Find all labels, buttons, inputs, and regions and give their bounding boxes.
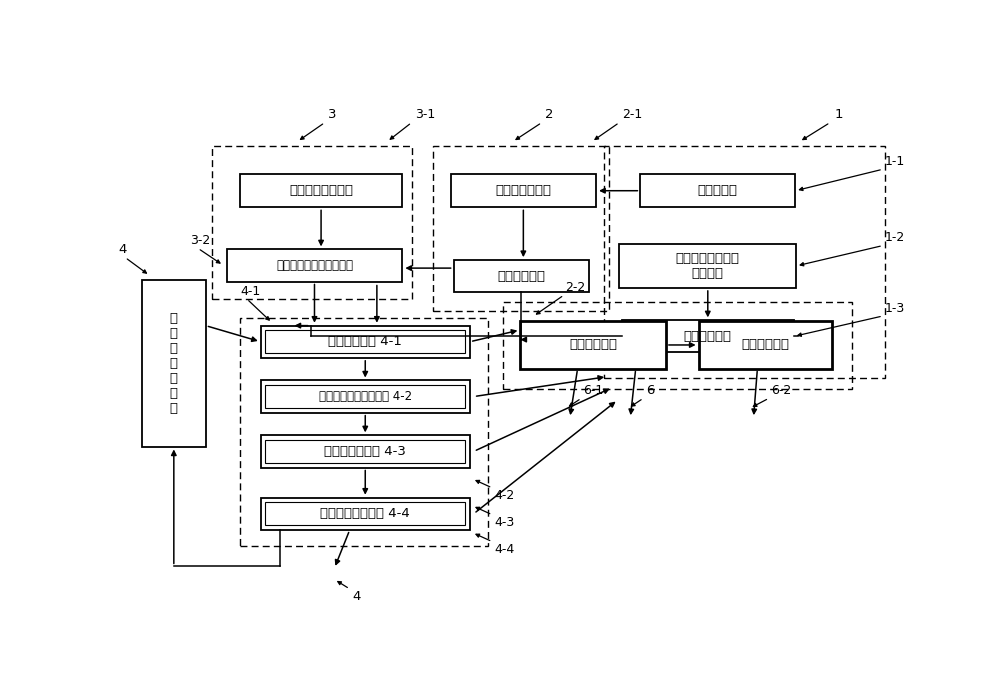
FancyBboxPatch shape [265,440,465,463]
FancyBboxPatch shape [619,244,796,288]
Text: 运动约束单元: 运动约束单元 [684,330,732,343]
Text: 改进的质点弹簧建模单元: 改进的质点弹簧建模单元 [276,259,353,272]
FancyBboxPatch shape [261,436,470,468]
Text: 2-2: 2-2 [566,281,586,294]
Text: 3-1: 3-1 [415,108,435,121]
Text: 4-1: 4-1 [240,285,261,297]
Text: 反馈力计算单元 4-3: 反馈力计算单元 4-3 [324,445,406,458]
Text: 质点位移变化计算单元 4-2: 质点位移变化计算单元 4-2 [319,390,412,403]
Text: 4-4: 4-4 [495,543,515,556]
FancyBboxPatch shape [261,498,470,530]
FancyBboxPatch shape [454,260,589,292]
Text: 图像预处理单元: 图像预处理单元 [495,184,551,198]
Text: 分区网格划分单元: 分区网格划分单元 [289,184,353,198]
Text: 1-2: 1-2 [885,232,905,244]
FancyBboxPatch shape [240,174,402,207]
Text: 6: 6 [646,384,654,397]
Text: 影像数据库: 影像数据库 [698,184,738,198]
Text: 1-3: 1-3 [885,302,905,315]
FancyBboxPatch shape [265,330,465,353]
FancyBboxPatch shape [142,280,206,447]
FancyBboxPatch shape [698,321,832,369]
Text: 3: 3 [328,108,337,121]
Text: 4: 4 [119,244,127,256]
Text: 三维重建单元: 三维重建单元 [497,269,545,283]
FancyBboxPatch shape [265,385,465,408]
Text: 6-2: 6-2 [771,384,792,397]
FancyBboxPatch shape [261,380,470,413]
Text: 4-2: 4-2 [495,489,515,502]
Text: 3-2: 3-2 [190,234,210,247]
FancyBboxPatch shape [622,320,794,352]
Text: 图形渲染单元: 图形渲染单元 [569,339,617,352]
FancyBboxPatch shape [450,174,596,207]
Text: 4: 4 [352,590,360,603]
Text: 1: 1 [834,108,843,121]
FancyBboxPatch shape [640,174,795,207]
Text: 2-1: 2-1 [623,108,643,121]
Text: 碰撞检测单元 4-1: 碰撞检测单元 4-1 [328,335,402,348]
Text: 1-1: 1-1 [885,155,905,168]
Text: 2: 2 [545,108,554,121]
FancyBboxPatch shape [520,321,666,369]
Text: 机器人微创手术器
械模型库: 机器人微创手术器 械模型库 [676,252,740,280]
Text: 6-1: 6-1 [583,384,603,397]
Text: 4-3: 4-3 [495,516,515,529]
Text: 力控制及补偿单元 4-4: 力控制及补偿单元 4-4 [320,507,410,520]
Text: 力
反
馈
感
知
设
备: 力 反 馈 感 知 设 备 [170,312,178,415]
FancyBboxPatch shape [265,502,465,526]
FancyBboxPatch shape [227,249,402,281]
Text: 视频输出单元: 视频输出单元 [741,339,789,352]
FancyBboxPatch shape [261,325,470,358]
